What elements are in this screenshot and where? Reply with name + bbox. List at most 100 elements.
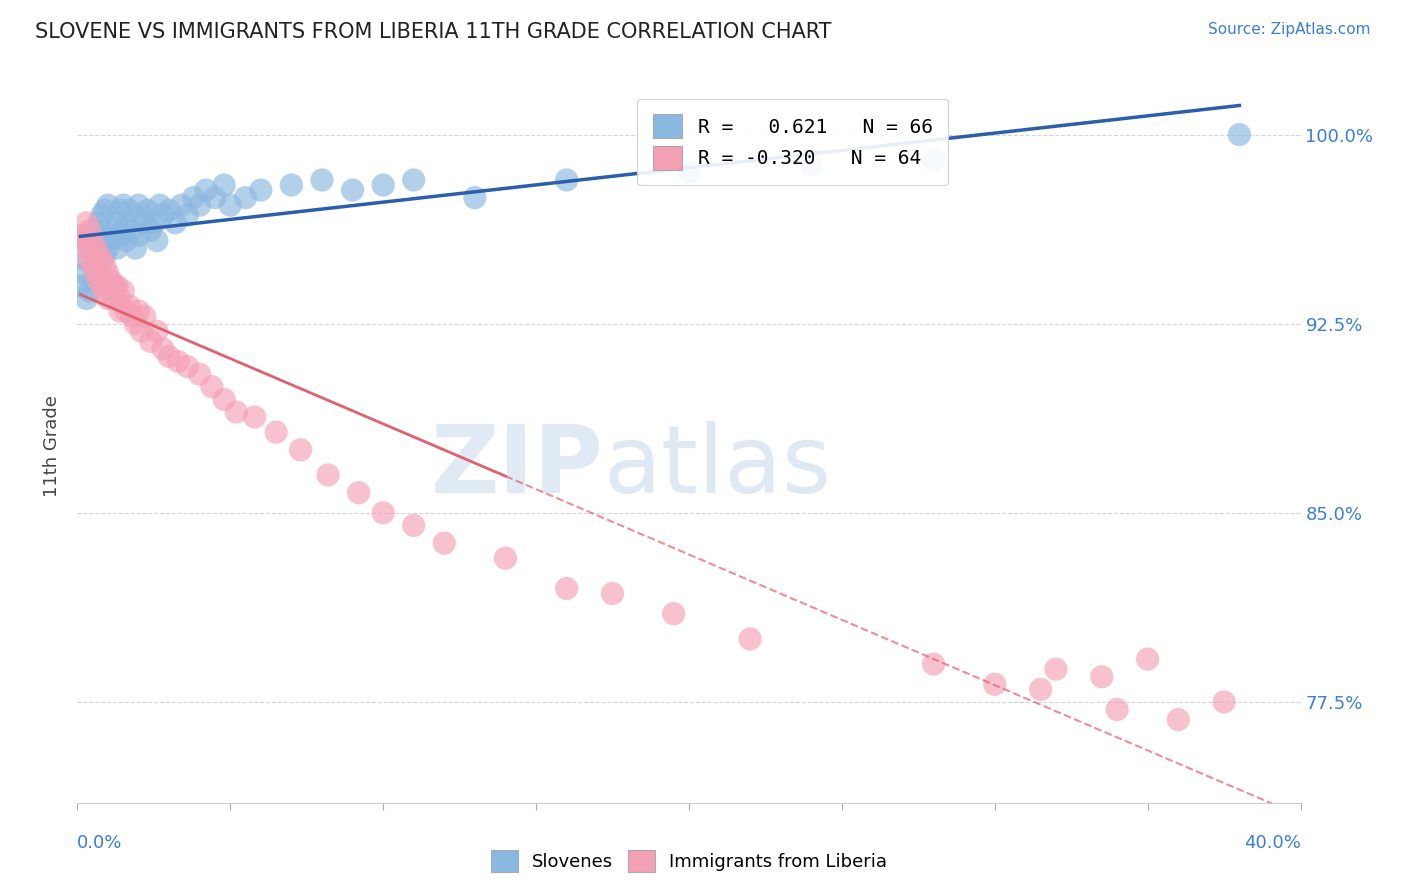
Point <box>678 165 700 179</box>
Point <box>112 223 135 237</box>
Point <box>115 304 138 318</box>
Point <box>464 191 486 205</box>
Point <box>219 198 242 212</box>
Point <box>103 289 125 303</box>
Point <box>204 191 226 205</box>
Point <box>118 299 141 313</box>
Point <box>176 208 198 222</box>
Point <box>72 234 94 248</box>
Point <box>662 607 685 621</box>
Point <box>90 208 112 222</box>
Point <box>84 241 107 255</box>
Point <box>124 317 146 331</box>
Text: ZIP: ZIP <box>430 421 603 514</box>
Point <box>136 203 159 218</box>
Point <box>316 468 339 483</box>
Point <box>922 153 945 167</box>
Point <box>290 442 312 457</box>
Legend: Slovenes, Immigrants from Liberia: Slovenes, Immigrants from Liberia <box>484 843 894 880</box>
Point <box>134 309 156 323</box>
Point <box>76 241 98 255</box>
Point <box>103 278 125 293</box>
Point <box>131 324 153 338</box>
Point <box>740 632 762 646</box>
Point <box>152 208 174 222</box>
Point <box>82 234 104 248</box>
Point <box>1107 702 1129 716</box>
Point <box>1229 128 1251 142</box>
Point <box>402 518 425 533</box>
Point <box>188 198 211 212</box>
Point <box>108 203 131 218</box>
Point <box>984 677 1007 691</box>
Point <box>76 216 98 230</box>
Point <box>1045 662 1067 676</box>
Point <box>105 241 128 255</box>
Point <box>87 274 110 288</box>
Point <box>139 223 162 237</box>
Point <box>371 178 394 192</box>
Point <box>495 551 517 566</box>
Point <box>100 234 122 248</box>
Point <box>121 223 143 237</box>
Point <box>128 198 150 212</box>
Point <box>84 223 107 237</box>
Point <box>118 203 141 218</box>
Text: 0.0%: 0.0% <box>77 834 122 852</box>
Point <box>94 249 117 263</box>
Point <box>87 216 110 230</box>
Point <box>82 274 104 288</box>
Point <box>97 266 120 280</box>
Point <box>235 191 257 205</box>
Text: 40.0%: 40.0% <box>1244 834 1301 852</box>
Point <box>103 223 125 237</box>
Point <box>115 216 138 230</box>
Point <box>146 324 169 338</box>
Point <box>371 506 394 520</box>
Point <box>105 216 128 230</box>
Text: SLOVENE VS IMMIGRANTS FROM LIBERIA 11TH GRADE CORRELATION CHART: SLOVENE VS IMMIGRANTS FROM LIBERIA 11TH … <box>35 22 832 42</box>
Point <box>212 392 235 407</box>
Point <box>225 405 247 419</box>
Point <box>90 253 112 268</box>
Point <box>167 354 190 368</box>
Point <box>152 342 174 356</box>
Point <box>69 278 91 293</box>
Point <box>94 284 117 298</box>
Point <box>76 253 98 268</box>
Point <box>112 198 135 212</box>
Point <box>1167 713 1189 727</box>
Point <box>100 274 122 288</box>
Point <box>97 292 120 306</box>
Point <box>342 183 364 197</box>
Point <box>79 223 101 237</box>
Y-axis label: 11th Grade: 11th Grade <box>44 395 62 497</box>
Text: atlas: atlas <box>603 421 831 514</box>
Point <box>112 284 135 298</box>
Point <box>139 334 162 349</box>
Point <box>250 183 273 197</box>
Point <box>94 203 117 218</box>
Point <box>800 158 823 172</box>
Point <box>97 198 120 212</box>
Point <box>212 178 235 192</box>
Point <box>157 203 180 218</box>
Point <box>243 409 266 424</box>
Point <box>87 259 110 273</box>
Point <box>79 241 101 255</box>
Point <box>1136 652 1159 666</box>
Point <box>105 278 128 293</box>
Point <box>108 304 131 318</box>
Point <box>201 380 224 394</box>
Point <box>103 278 125 293</box>
Point <box>194 183 217 197</box>
Point <box>602 586 624 600</box>
Point <box>264 425 287 439</box>
Point <box>90 278 112 293</box>
Text: Source: ZipAtlas.com: Source: ZipAtlas.com <box>1208 22 1371 37</box>
Point <box>555 173 578 187</box>
Point <box>134 216 156 230</box>
Point <box>170 198 193 212</box>
Point <box>157 350 180 364</box>
Point <box>72 266 94 280</box>
